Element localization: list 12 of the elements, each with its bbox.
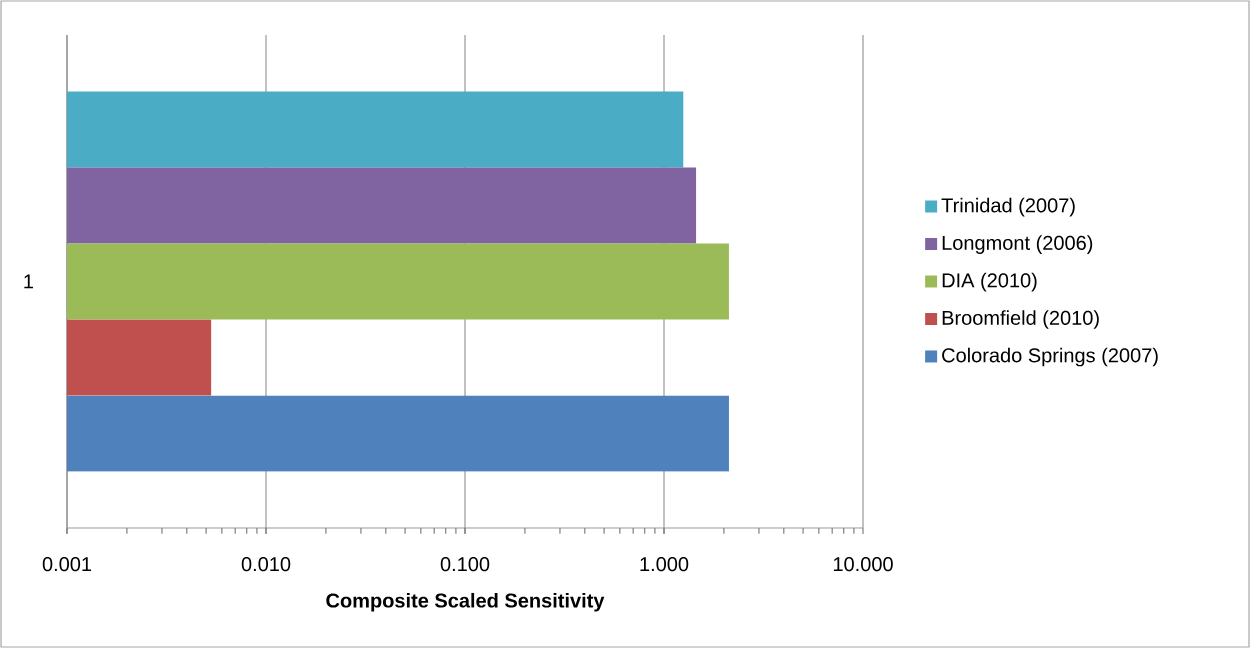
- legend-label: DIA (2010): [942, 272, 1037, 292]
- legend-label: Longmont (2006): [942, 235, 1093, 254]
- x-tick-label: 0.100: [440, 557, 490, 572]
- x-tick-label: 0.010: [241, 557, 291, 572]
- legend-label: Colorado Springs (2007): [942, 347, 1158, 367]
- x-tick-label: 0.001: [42, 557, 92, 572]
- y-tick-label: 1: [24, 274, 33, 289]
- x-axis-title: Composite Scaled Sensitivity: [326, 592, 605, 612]
- x-tick-label: 1.000: [640, 557, 689, 572]
- legend-label: Broomfield (2010): [942, 310, 1099, 329]
- x-tick-label: 10.000: [833, 557, 893, 572]
- legend-label: Trinidad (2007): [941, 197, 1075, 217]
